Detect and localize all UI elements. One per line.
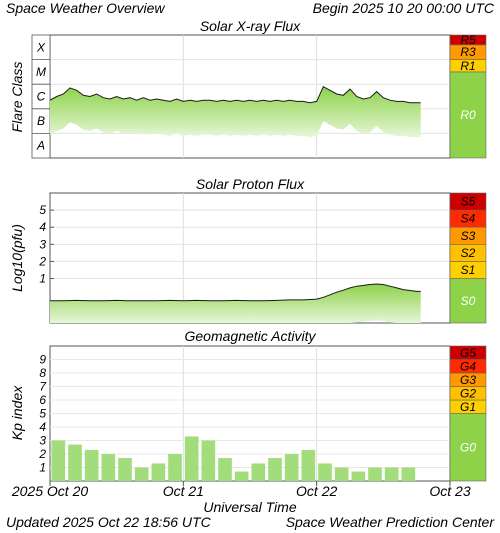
kp-bar	[284, 454, 299, 481]
kp-scale-label: G3	[460, 373, 476, 387]
kp-bar	[118, 458, 132, 481]
solar-radiation-scale: S0 S1 S2 S3 S4 S5	[449, 192, 487, 324]
xray-class-label: C	[37, 90, 46, 104]
kp-scale-label: G4	[460, 359, 476, 373]
proton-flux-line	[50, 283, 421, 302]
xray-scale-band	[449, 71, 487, 159]
xray-class-label: X	[36, 40, 46, 54]
kp-tick-label: 9	[39, 353, 46, 367]
xray-scale-label: R0	[460, 108, 476, 122]
proton-scale-label: S0	[461, 294, 476, 308]
kp-ylabel: Kp index	[9, 385, 25, 440]
xray-flux-line	[49, 86, 421, 104]
proton-tick-label: 4	[39, 220, 46, 234]
time-tick-label: Oct 22	[296, 483, 337, 499]
kp-gridlines	[50, 346, 450, 481]
kp-tick-label: 7	[39, 380, 47, 394]
proton-scale-label: S1	[461, 263, 476, 277]
kp-scale-label: G5	[460, 346, 476, 360]
xray-scale-label: R3	[460, 45, 476, 59]
proton-tick-label: 2	[38, 254, 46, 268]
kp-bar	[168, 454, 182, 481]
proton-title: Solar Proton Flux	[196, 176, 305, 192]
xray-scale-band	[449, 34, 487, 46]
kp-bar	[251, 463, 266, 481]
kp-bar	[101, 454, 116, 481]
kp-bar	[151, 463, 166, 481]
xray-class-label: B	[37, 114, 45, 128]
proton-scale-label: S2	[461, 246, 476, 260]
kp-title: Geomagnetic Activity	[185, 328, 317, 344]
time-axis: 2025 Oct 20 Oct 21 Oct 22 Oct 23	[11, 481, 471, 499]
xray-scale-label: R1	[460, 59, 475, 73]
kp-tick-label: 3	[39, 434, 46, 448]
time-tick-label: Oct 21	[163, 483, 204, 499]
kp-bar	[351, 471, 366, 481]
kp-tick-label: 5	[39, 407, 46, 421]
proton-tick-label: 5	[39, 203, 46, 217]
kp-bar	[68, 444, 82, 481]
xray-flux-area	[50, 86, 421, 138]
kp-bar	[401, 467, 416, 481]
kp-tick-label: 2	[38, 447, 46, 461]
proton-scale-band	[449, 192, 487, 211]
proton-panel: 1 2 3 4 5 S0 S1 S2 S3 S4 S5	[38, 192, 487, 324]
kp-tick-label: 4	[39, 420, 46, 434]
xray-class-label: A	[36, 139, 45, 153]
proton-tick-label: 3	[39, 237, 46, 251]
time-tick-label: 2025 Oct 20	[11, 483, 88, 499]
xray-plot-area	[49, 34, 451, 159]
kp-scale-label: G0	[460, 440, 476, 454]
time-tick-label: Oct 23	[429, 483, 470, 499]
kp-scale-band	[449, 345, 487, 360]
kp-scale-label: G2	[460, 386, 476, 400]
kp-bar	[84, 449, 99, 481]
x-axis-title: Universal Time	[203, 499, 296, 515]
proton-y-ticks: 1 2 3 4 5	[38, 203, 54, 286]
kp-scale-label: G1	[460, 400, 476, 414]
kp-bar	[318, 463, 332, 481]
kp-tick-label: 8	[39, 366, 46, 380]
kp-bar	[201, 440, 216, 481]
begin-time: Begin 2025 10 20 00:00 UTC	[312, 0, 494, 16]
kp-bar	[218, 458, 232, 481]
updated-time: Updated 2025 Oct 22 18:56 UTC	[6, 514, 211, 530]
xray-ylabel: Flare Class	[9, 62, 25, 133]
xray-class-box	[31, 34, 51, 159]
kp-bar	[368, 467, 382, 481]
kp-bar	[334, 467, 349, 481]
xray-class-label: M	[36, 65, 46, 79]
kp-bar	[134, 467, 149, 481]
page-title: Space Weather Overview	[6, 0, 165, 16]
proton-scale-label: S5	[461, 195, 476, 209]
xray-scale-label: R5	[460, 33, 476, 47]
xray-title: Solar X-ray Flux	[200, 18, 301, 34]
proton-tick-label: 1	[39, 272, 46, 286]
kp-tick-label: 6	[39, 393, 46, 407]
proton-flux-area	[50, 284, 421, 323]
proton-ylabel: Log10(pfu)	[9, 224, 25, 292]
kp-bar	[184, 436, 199, 481]
proton-scale-label: S4	[461, 212, 476, 226]
kp-bar	[268, 458, 282, 481]
kp-bar	[301, 449, 316, 481]
source-credit: Space Weather Prediction Center	[285, 514, 494, 530]
kp-bar	[51, 440, 66, 481]
kp-tick-label: 1	[39, 461, 46, 475]
proton-scale-label: S3	[461, 229, 476, 243]
proton-scale-band	[449, 278, 487, 324]
kp-bar	[234, 471, 249, 481]
kp-bar	[384, 467, 399, 481]
proton-gridlines	[50, 193, 450, 323]
kp-bars	[51, 436, 416, 481]
